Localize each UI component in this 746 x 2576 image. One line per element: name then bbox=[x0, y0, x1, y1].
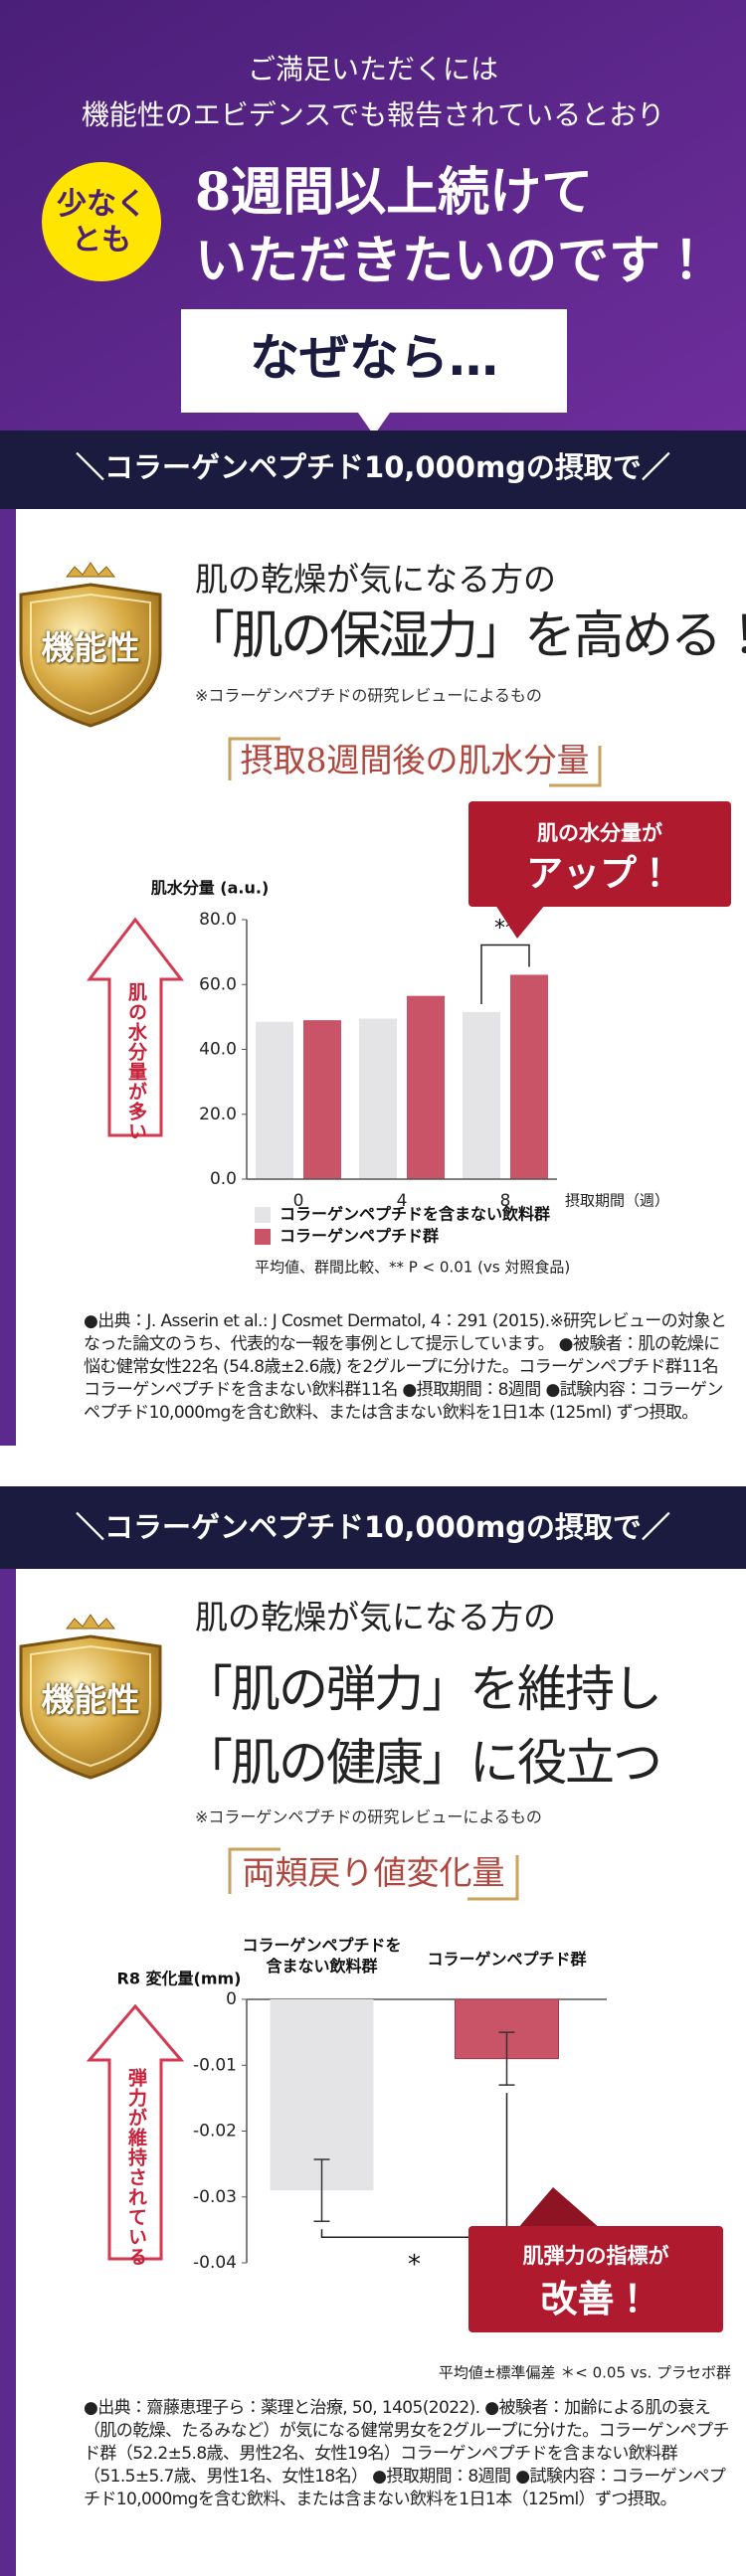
heading-bracket bbox=[228, 737, 602, 787]
headline: 8週間以上続けて bbox=[195, 162, 594, 223]
bar bbox=[510, 974, 548, 1179]
bar bbox=[407, 995, 445, 1179]
emblem-text: 機能性 bbox=[41, 1680, 140, 1719]
legend-label: コラーゲンペプチドを含まない飲料群 bbox=[280, 1205, 550, 1224]
legend-swatch bbox=[255, 1207, 271, 1223]
y-axis-label: 肌水分量 (a.u.) bbox=[151, 879, 270, 898]
bar bbox=[270, 1999, 374, 2191]
y-tick-label: -0.02 bbox=[193, 2122, 237, 2142]
significance-bracket bbox=[320, 2093, 508, 2239]
claim: 「肌の保湿力」を高める！ bbox=[183, 606, 746, 666]
y-tick-label: -0.04 bbox=[193, 2253, 237, 2273]
y-tick-label: -0.01 bbox=[193, 2055, 237, 2075]
emblem-text: 機能性 bbox=[41, 628, 140, 667]
section-lead: 肌の乾燥が気になる方の bbox=[195, 1598, 556, 1636]
because: なぜなら… bbox=[250, 329, 498, 387]
bar bbox=[359, 1018, 397, 1179]
significance-bracket bbox=[480, 944, 530, 1004]
headline: いただきたいのです！ bbox=[195, 231, 713, 291]
banner-text: ＼コラーゲンペプチド10,000mgの摂取で／ bbox=[76, 1510, 670, 1544]
error-bar bbox=[313, 2158, 330, 2223]
y-tick-label: 40.0 bbox=[199, 1040, 237, 1060]
arrow bbox=[86, 2003, 185, 2261]
chart-note: 平均値±標準偏差 ＊< 0.05 vs. プラセボ群 bbox=[439, 2364, 731, 2382]
footnote: ●出典：齋藤恵理子ら：薬理と治療, 50, 1405(2022). ●被験者：加… bbox=[84, 2398, 729, 2509]
y-tick-label: 0 bbox=[226, 1989, 237, 2009]
bar bbox=[463, 1011, 500, 1179]
y-tick-label: -0.03 bbox=[193, 2187, 237, 2207]
note: ※コラーゲンペプチドの研究レビューによるもの bbox=[195, 686, 542, 705]
arrow-label: 弾力が維持されている bbox=[125, 2068, 147, 2267]
category-label: コラーゲンペプチド群 bbox=[427, 1950, 587, 1969]
callout-text: 改善！ bbox=[540, 2278, 652, 2320]
section-lead: 肌の乾燥が気になる方の bbox=[195, 560, 556, 599]
badge-text: 少なくとも bbox=[57, 187, 146, 258]
error-bar bbox=[498, 2031, 515, 2086]
footnote: ●出典：J. Asserin et al.: J Cosmet Dermatol… bbox=[84, 1311, 727, 1423]
claim: 「肌の弾力」を維持し bbox=[183, 1660, 662, 1718]
x-axis-label: 摂取期間（週） bbox=[565, 1192, 669, 1210]
category-label: コラーゲンペプチドを含まない飲料群 bbox=[242, 1936, 402, 1975]
callout bbox=[468, 801, 731, 907]
side-stripe bbox=[0, 509, 16, 1446]
side-stripe bbox=[0, 1569, 16, 2576]
callout-pointer bbox=[495, 905, 545, 939]
banner bbox=[0, 1486, 746, 1569]
legend-label: コラーゲンペプチド群 bbox=[280, 1227, 439, 1246]
callout bbox=[468, 2226, 723, 2332]
bar bbox=[303, 1020, 341, 1179]
lead: 機能性のエビデンスでも報告されているとおり bbox=[81, 98, 665, 131]
y-tick-label: 0.0 bbox=[210, 1169, 237, 1189]
banner-text: ＼コラーゲンペプチド10,000mgの摂取で／ bbox=[76, 450, 670, 484]
callout-text: 肌弾力の指標が bbox=[522, 2244, 669, 2268]
bar bbox=[256, 1021, 293, 1179]
x-tick-label: 8 bbox=[500, 1191, 511, 1211]
arrow bbox=[86, 917, 185, 1137]
chart-note: 平均値、群間比較、** P < 0.01 (vs 対照食品) bbox=[255, 1259, 570, 1277]
claim: 「肌の健康」に役立つ bbox=[183, 1734, 662, 1792]
callout-text: アップ！ bbox=[526, 852, 673, 895]
lead: ご満足いただくには bbox=[247, 53, 498, 86]
y-tick-label: 80.0 bbox=[199, 910, 237, 930]
significance-label: * bbox=[408, 2250, 421, 2280]
y-tick-label: 20.0 bbox=[199, 1105, 237, 1124]
banner bbox=[0, 430, 746, 509]
heading-bracket bbox=[228, 1847, 519, 1901]
arrow-label: 肌の水分量が多い bbox=[125, 982, 147, 1141]
chart-heading: 摂取8週間後の肌水分量 bbox=[240, 741, 590, 779]
y-tick-label: 60.0 bbox=[199, 974, 237, 994]
x-tick-label: 4 bbox=[397, 1191, 408, 1211]
because-box bbox=[181, 309, 567, 435]
chart-heading: 両頬戻り値変化量 bbox=[242, 1853, 505, 1892]
legend-swatch bbox=[255, 1229, 271, 1245]
x-tick-label: 0 bbox=[293, 1191, 304, 1211]
callout-text: 肌の水分量が bbox=[537, 821, 662, 845]
badge-circle bbox=[42, 162, 161, 281]
y-axis-label: R8 変化量(mm) bbox=[117, 1970, 242, 1988]
note: ※コラーゲンペプチドの研究レビューによるもの bbox=[195, 1807, 542, 1826]
callout-pointer bbox=[517, 2187, 601, 2229]
